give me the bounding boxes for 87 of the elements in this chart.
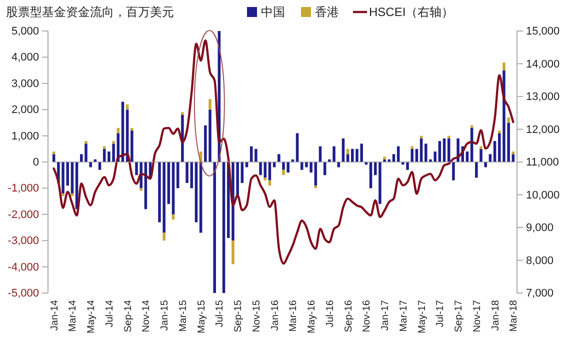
x-tick-label: Sep-14 — [122, 300, 134, 332]
bar — [502, 62, 506, 70]
x-tick-label: Jul-16 — [324, 300, 336, 328]
x-tick-label: Jul-14 — [104, 300, 116, 328]
y-tick-label: -4,000 — [8, 261, 39, 274]
bar — [383, 156, 386, 160]
bar — [480, 146, 482, 149]
bar — [475, 162, 478, 178]
bar — [208, 99, 212, 110]
y-tick-label: -5,000 — [8, 288, 39, 300]
bar — [181, 114, 184, 162]
line-series — [52, 39, 514, 265]
bar — [62, 193, 64, 196]
x-tick-label: Nov-17 — [472, 300, 483, 332]
legend-label: 香港 — [315, 5, 339, 19]
x-tick-label: May-15 — [196, 300, 208, 334]
bar — [130, 128, 134, 131]
y-tick-label: 4,000 — [11, 52, 39, 64]
x-tick-label: Mar-17 — [398, 300, 410, 332]
y-tick-label: -1,000 — [8, 182, 39, 195]
x-tick-label: Sep-15 — [233, 300, 244, 332]
bar — [162, 232, 166, 241]
bar — [84, 141, 88, 144]
bar — [484, 162, 487, 168]
x-tick-label: Jan-18 — [490, 300, 502, 331]
y-tick-label: 1,000 — [11, 130, 39, 142]
y2-tick-label: 10,000 — [526, 189, 560, 202]
x-tick-label: Jul-15 — [214, 300, 226, 328]
bar — [172, 162, 175, 214]
bar — [89, 162, 92, 168]
x-tick-label: Mar-14 — [68, 300, 79, 332]
bar — [222, 162, 226, 293]
bar — [130, 130, 134, 162]
bar — [410, 146, 414, 149]
y2-tick-label: 12,000 — [526, 124, 560, 136]
bar — [410, 148, 414, 162]
y2-tick-label: 14,000 — [526, 58, 560, 70]
bar — [296, 133, 299, 162]
bar — [378, 162, 382, 204]
x-tick-label: Nov-16 — [362, 300, 373, 332]
bar — [498, 130, 501, 134]
x-tick-label: Nov-14 — [141, 300, 152, 332]
legend-label: HSCEI（右轴） — [369, 5, 454, 19]
bar — [337, 162, 340, 168]
y2-tick-label: 11,000 — [526, 156, 559, 169]
bar — [254, 148, 258, 162]
bar — [140, 188, 142, 191]
x-tick-label: Jan-16 — [270, 300, 281, 331]
bar — [194, 162, 198, 222]
bar — [452, 162, 455, 180]
x-tick-label: Sep-16 — [343, 300, 354, 332]
x-tick-label: Jul-17 — [435, 300, 446, 328]
bar — [232, 240, 234, 264]
y-tick-label: 3,000 — [11, 78, 39, 90]
y2-tick-label: 13,000 — [526, 91, 560, 104]
x-tick-label: Sep-17 — [454, 300, 465, 332]
x-tick-label: Jan-14 — [49, 300, 60, 331]
legend-label: 中国 — [261, 5, 285, 19]
bar — [112, 141, 115, 144]
x-tick-label: May-17 — [416, 300, 428, 334]
x-tick-label: May-16 — [306, 300, 318, 334]
x-tick-label: Mar-18 — [508, 300, 520, 332]
x-tick-label: May-14 — [86, 300, 98, 334]
chart-title: 股票型基金资金流向，百万美元 — [6, 5, 174, 19]
x-tick-label: Jan-15 — [160, 300, 171, 331]
y-tick-label: 2,000 — [11, 104, 39, 116]
y-tick-label: 5,000 — [11, 26, 39, 38]
y2-tick-label: 8,000 — [526, 254, 554, 267]
y-tick-label: 0 — [32, 156, 39, 169]
x-tick-label: Jan-17 — [380, 300, 392, 331]
y-tick-label: -2,000 — [8, 208, 39, 221]
bar — [213, 162, 216, 293]
x-tick-label: Mar-15 — [178, 300, 189, 332]
y2-tick-label: 9,000 — [526, 222, 554, 234]
bar — [507, 117, 510, 123]
bar — [264, 178, 267, 180]
bar — [186, 162, 188, 183]
y2-tick-label: 15,000 — [526, 26, 560, 38]
y2-tick-label: 7,000 — [526, 288, 554, 300]
bar — [278, 154, 280, 162]
bar — [181, 112, 184, 115]
bar — [167, 162, 170, 204]
bar — [282, 170, 285, 176]
x-tick-label: Nov-15 — [251, 300, 262, 332]
x-tick-label: Mar-16 — [288, 300, 300, 332]
y-tick-label: -3,000 — [8, 235, 39, 248]
bar — [480, 148, 482, 162]
